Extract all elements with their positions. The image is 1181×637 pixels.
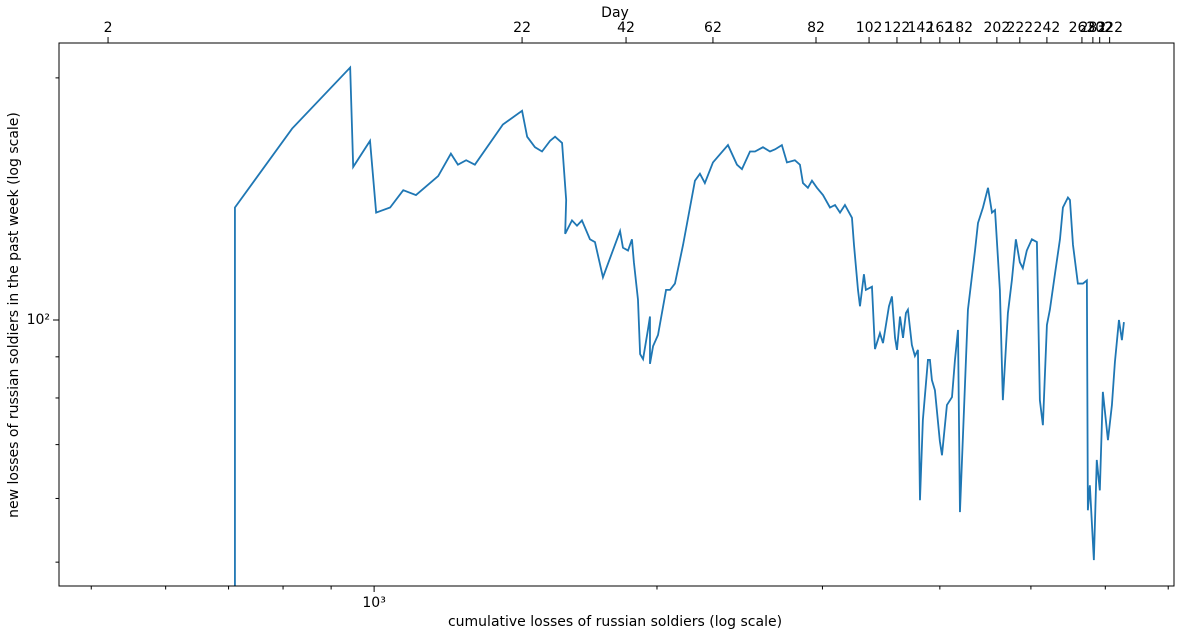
top-tick-label: 42 (617, 20, 635, 36)
top-tick-label: 102 (856, 20, 883, 36)
top-tick-label: 122 (884, 20, 911, 36)
top-tick-label: 302 (1086, 20, 1113, 36)
top-tick-label: 202 (984, 20, 1011, 36)
top-tick-label: 282 (1080, 20, 1107, 36)
top-tick-label: 62 (704, 20, 722, 36)
top-tick-label: 262 (1069, 20, 1096, 36)
top-tick-label: 142 (907, 20, 934, 36)
top-tick-label: 22 (513, 20, 531, 36)
top-tick-label: 322 (1096, 20, 1123, 36)
y-axis-label: new losses of russian soldiers in the pa… (6, 112, 22, 518)
x-tick-label: 10³ (362, 595, 385, 611)
plot-area (234, 65, 1125, 586)
x-axis-label: cumulative losses of russian soldiers (l… (448, 614, 782, 630)
top-tick-label: 242 (1034, 20, 1061, 36)
top-tick-label: 2 (104, 20, 113, 36)
top-tick-label: 82 (807, 20, 825, 36)
top-tick-label: 162 (926, 20, 953, 36)
plot-frame (58, 42, 1175, 587)
top-axis-label: Day (601, 5, 629, 21)
y-tick-label: 10² (27, 312, 50, 328)
top-tick-label: 182 (946, 20, 973, 36)
data-line (234, 65, 1125, 586)
top-tick-label: 222 (1006, 20, 1033, 36)
